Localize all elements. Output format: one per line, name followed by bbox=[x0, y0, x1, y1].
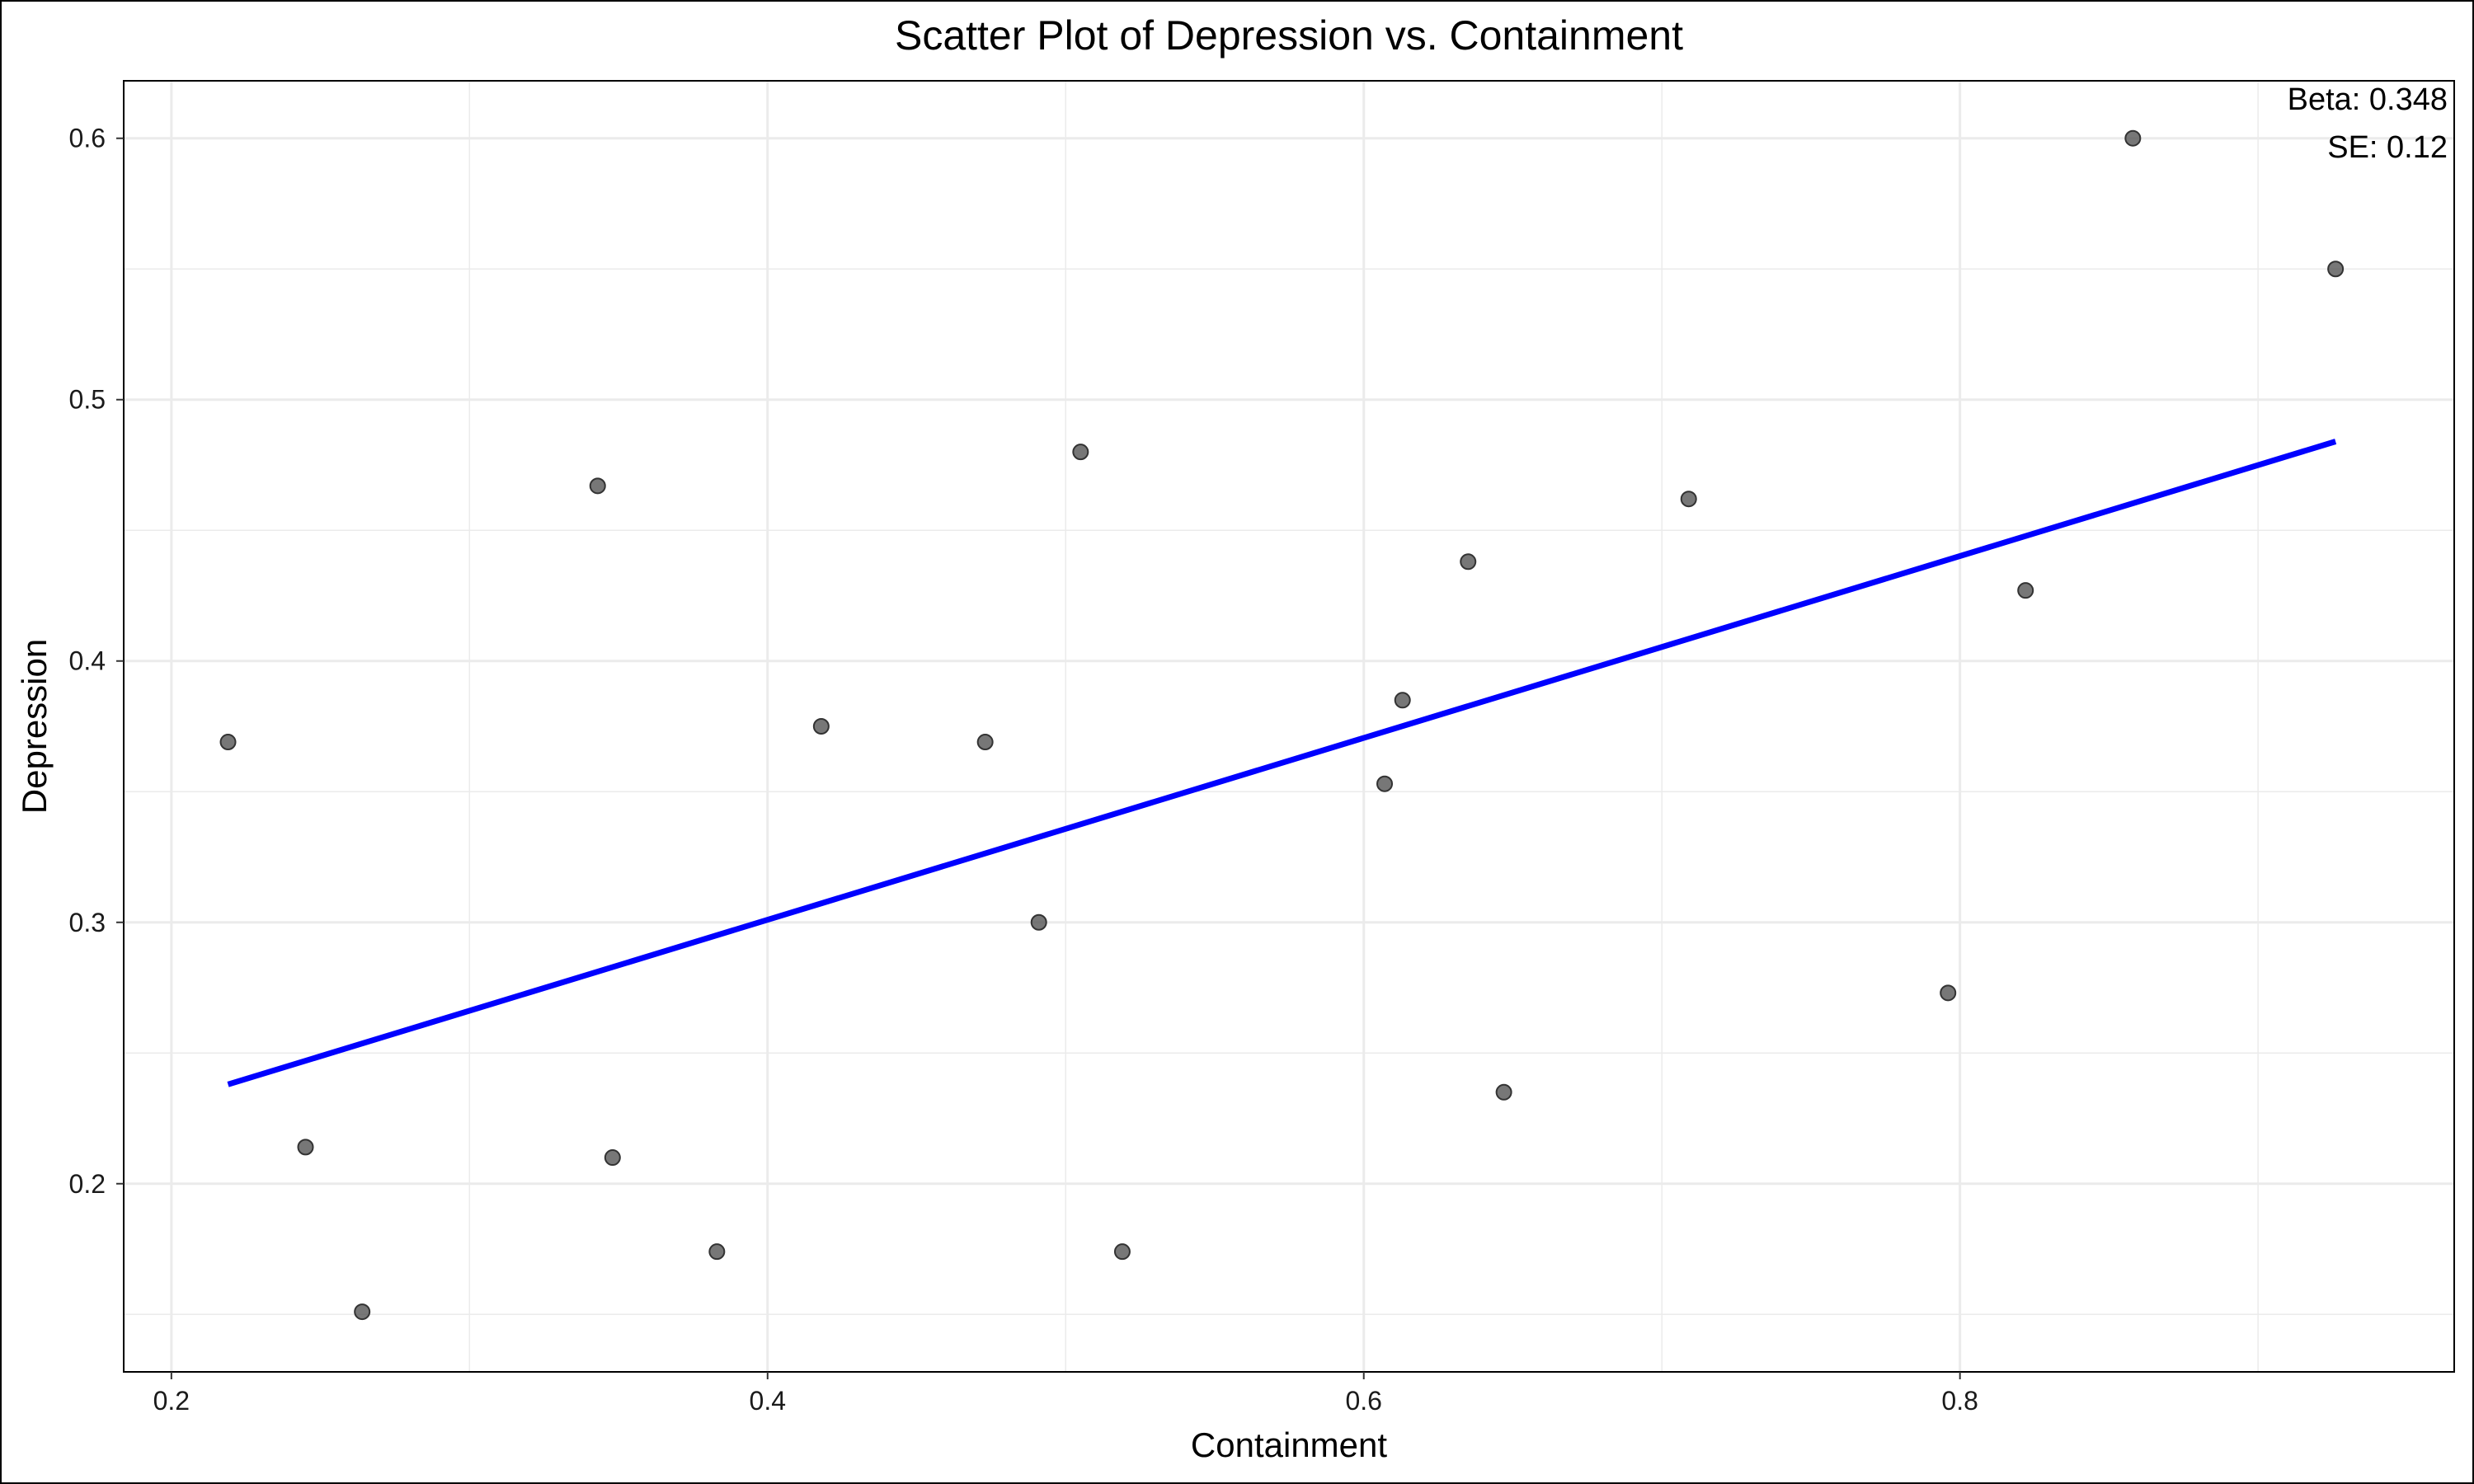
data-point bbox=[297, 1139, 314, 1156]
y-axis-label: Depression bbox=[15, 639, 54, 814]
data-point bbox=[2017, 582, 2034, 599]
beta-annotation: Beta: 0.348 bbox=[2288, 82, 2448, 117]
data-point bbox=[1072, 444, 1089, 461]
se-annotation: SE: 0.12 bbox=[2327, 130, 2448, 165]
x-axis-ticks: 0.2 0.4 0.6 0.8 bbox=[153, 1372, 1978, 1416]
y-tick-label: 0.2 bbox=[69, 1169, 106, 1199]
data-point bbox=[812, 718, 830, 735]
x-tick-label: 0.4 bbox=[750, 1386, 786, 1416]
data-point bbox=[1376, 775, 1394, 792]
data-point bbox=[1680, 491, 1697, 508]
x-tick-label: 0.2 bbox=[153, 1386, 190, 1416]
fit-line-layer bbox=[227, 439, 2337, 1087]
data-point bbox=[589, 477, 606, 495]
data-point bbox=[1460, 553, 1477, 571]
y-tick-label: 0.6 bbox=[69, 124, 106, 153]
regression-line bbox=[227, 439, 2337, 1087]
data-point bbox=[2327, 261, 2345, 278]
y-tick-label: 0.4 bbox=[69, 646, 106, 676]
x-tick-label: 0.8 bbox=[1941, 1386, 1978, 1416]
data-point bbox=[1495, 1083, 1512, 1101]
data-point bbox=[604, 1149, 621, 1167]
data-points bbox=[219, 129, 2345, 1321]
data-point bbox=[708, 1243, 726, 1261]
data-point bbox=[976, 734, 994, 751]
data-point bbox=[354, 1303, 371, 1321]
x-axis-label: Containment bbox=[1191, 1425, 1387, 1464]
chart-title: Scatter Plot of Depression vs. Containme… bbox=[895, 12, 1683, 59]
y-axis-ticks: 0.2 0.3 0.4 0.5 0.6 bbox=[69, 124, 124, 1199]
panel-border bbox=[123, 80, 2455, 1373]
grid-lines bbox=[124, 81, 2454, 1372]
y-tick-label: 0.5 bbox=[69, 385, 106, 415]
y-tick-label: 0.3 bbox=[69, 908, 106, 937]
data-point bbox=[1113, 1243, 1131, 1261]
data-point bbox=[1940, 984, 1957, 1002]
data-point bbox=[2124, 129, 2142, 147]
data-point bbox=[219, 734, 237, 751]
data-point bbox=[1394, 692, 1411, 709]
data-point bbox=[1030, 913, 1047, 931]
x-tick-label: 0.6 bbox=[1345, 1386, 1381, 1416]
